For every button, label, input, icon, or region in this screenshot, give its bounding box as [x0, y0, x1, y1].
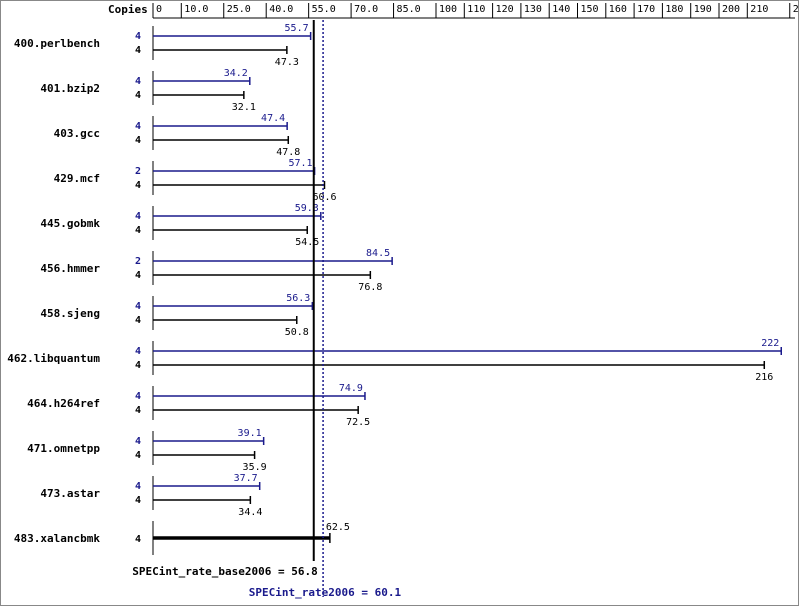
x-tick-label: 130: [524, 4, 542, 15]
base-copies-label: 4: [135, 270, 141, 281]
x-tick-label: 40.0: [269, 4, 293, 15]
peak-value-label: 39.1: [238, 428, 262, 439]
benchmark-label: 429.mcf: [54, 172, 100, 185]
x-tick-label: 55.0: [312, 4, 336, 15]
peak-value-label: 47.4: [261, 113, 285, 124]
base-value-label: 62.5: [326, 522, 350, 533]
benchmark-label: 462.libquantum: [7, 352, 100, 365]
x-tick-label: 225: [793, 4, 799, 15]
x-tick-label: 210: [750, 4, 768, 15]
base-copies-label: 4: [135, 405, 141, 416]
base-copies-label: 4: [135, 315, 141, 326]
x-tick-label: 120: [496, 4, 514, 15]
x-tick-label: 70.0: [354, 4, 378, 15]
peak-summary-label: SPECint_rate2006 = 60.1: [249, 586, 402, 599]
peak-copies-label: 4: [135, 121, 141, 132]
base-copies-label: 4: [135, 450, 141, 461]
benchmark-label: 458.sjeng: [40, 307, 100, 320]
base-copies-label: 4: [135, 495, 141, 506]
x-tick-label: 200: [722, 4, 740, 15]
base-copies-label: 4: [135, 180, 141, 191]
benchmark-label: 401.bzip2: [40, 82, 100, 95]
benchmark-label: 464.h264ref: [27, 397, 100, 410]
peak-copies-label: 4: [135, 481, 141, 492]
x-tick-label: 100: [439, 4, 457, 15]
x-tick-label: 190: [694, 4, 712, 15]
peak-value-label: 56.3: [286, 293, 310, 304]
base-value-label: 32.1: [232, 102, 256, 113]
base-copies-label: 4: [135, 534, 141, 545]
peak-copies-label: 4: [135, 76, 141, 87]
peak-copies-label: 4: [135, 211, 141, 222]
peak-copies-label: 2: [135, 256, 141, 267]
x-tick-label: 85.0: [397, 4, 421, 15]
x-tick-label: 25.0: [227, 4, 251, 15]
copies-header: Copies: [108, 3, 148, 16]
benchmark-label: 445.gobmk: [40, 217, 100, 230]
peak-copies-label: 2: [135, 166, 141, 177]
benchmark-label: 473.astar: [40, 487, 100, 500]
base-value-label: 50.8: [285, 327, 309, 338]
peak-value-label: 57.1: [288, 158, 312, 169]
benchmark-label: 456.hmmer: [40, 262, 100, 275]
x-tick-label: 170: [637, 4, 655, 15]
base-copies-label: 4: [135, 360, 141, 371]
base-summary-label: SPECint_rate_base2006 = 56.8: [132, 565, 317, 578]
peak-value-label: 74.9: [339, 383, 363, 394]
peak-value-label: 222: [761, 338, 779, 349]
base-copies-label: 4: [135, 225, 141, 236]
x-tick-label: 110: [467, 4, 485, 15]
peak-value-label: 37.7: [234, 473, 258, 484]
base-value-label: 35.9: [243, 462, 267, 473]
base-copies-label: 4: [135, 90, 141, 101]
peak-value-label: 34.2: [224, 68, 248, 79]
peak-copies-label: 4: [135, 436, 141, 447]
base-value-label: 72.5: [346, 417, 370, 428]
benchmark-label: 400.perlbench: [14, 37, 100, 50]
benchmark-label: 483.xalancbmk: [14, 532, 100, 545]
x-tick-label: 180: [665, 4, 683, 15]
peak-copies-label: 4: [135, 31, 141, 42]
base-value-label: 47.8: [276, 147, 300, 158]
peak-value-label: 84.5: [366, 248, 390, 259]
benchmark-label: 403.gcc: [54, 127, 100, 140]
base-value-label: 216: [755, 372, 773, 383]
peak-copies-label: 4: [135, 391, 141, 402]
peak-value-label: 55.7: [285, 23, 309, 34]
base-copies-label: 4: [135, 135, 141, 146]
x-tick-label: 160: [609, 4, 627, 15]
base-value-label: 54.5: [295, 237, 319, 248]
base-value-label: 47.3: [275, 57, 299, 68]
base-value-label: 60.6: [312, 192, 336, 203]
x-tick-label: 150: [581, 4, 599, 15]
benchmark-label: 471.omnetpp: [27, 442, 100, 455]
base-value-label: 34.4: [238, 507, 262, 518]
x-tick-label: 10.0: [184, 4, 208, 15]
peak-copies-label: 4: [135, 301, 141, 312]
x-tick-label: 0: [156, 4, 162, 15]
peak-value-label: 59.3: [295, 203, 319, 214]
x-tick-label: 140: [552, 4, 570, 15]
peak-copies-label: 4: [135, 346, 141, 357]
base-copies-label: 4: [135, 45, 141, 56]
base-value-label: 76.8: [358, 282, 382, 293]
